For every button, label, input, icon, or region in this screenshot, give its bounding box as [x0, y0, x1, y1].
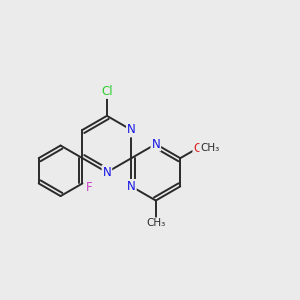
Text: Cl: Cl: [101, 85, 113, 98]
Text: N: N: [127, 180, 136, 193]
Text: CH₃: CH₃: [200, 143, 220, 153]
Text: F: F: [85, 181, 92, 194]
Text: O: O: [194, 142, 202, 155]
Text: CH₃: CH₃: [146, 218, 165, 228]
Text: N: N: [103, 166, 111, 179]
Text: N: N: [152, 138, 160, 151]
Text: N: N: [127, 123, 136, 136]
